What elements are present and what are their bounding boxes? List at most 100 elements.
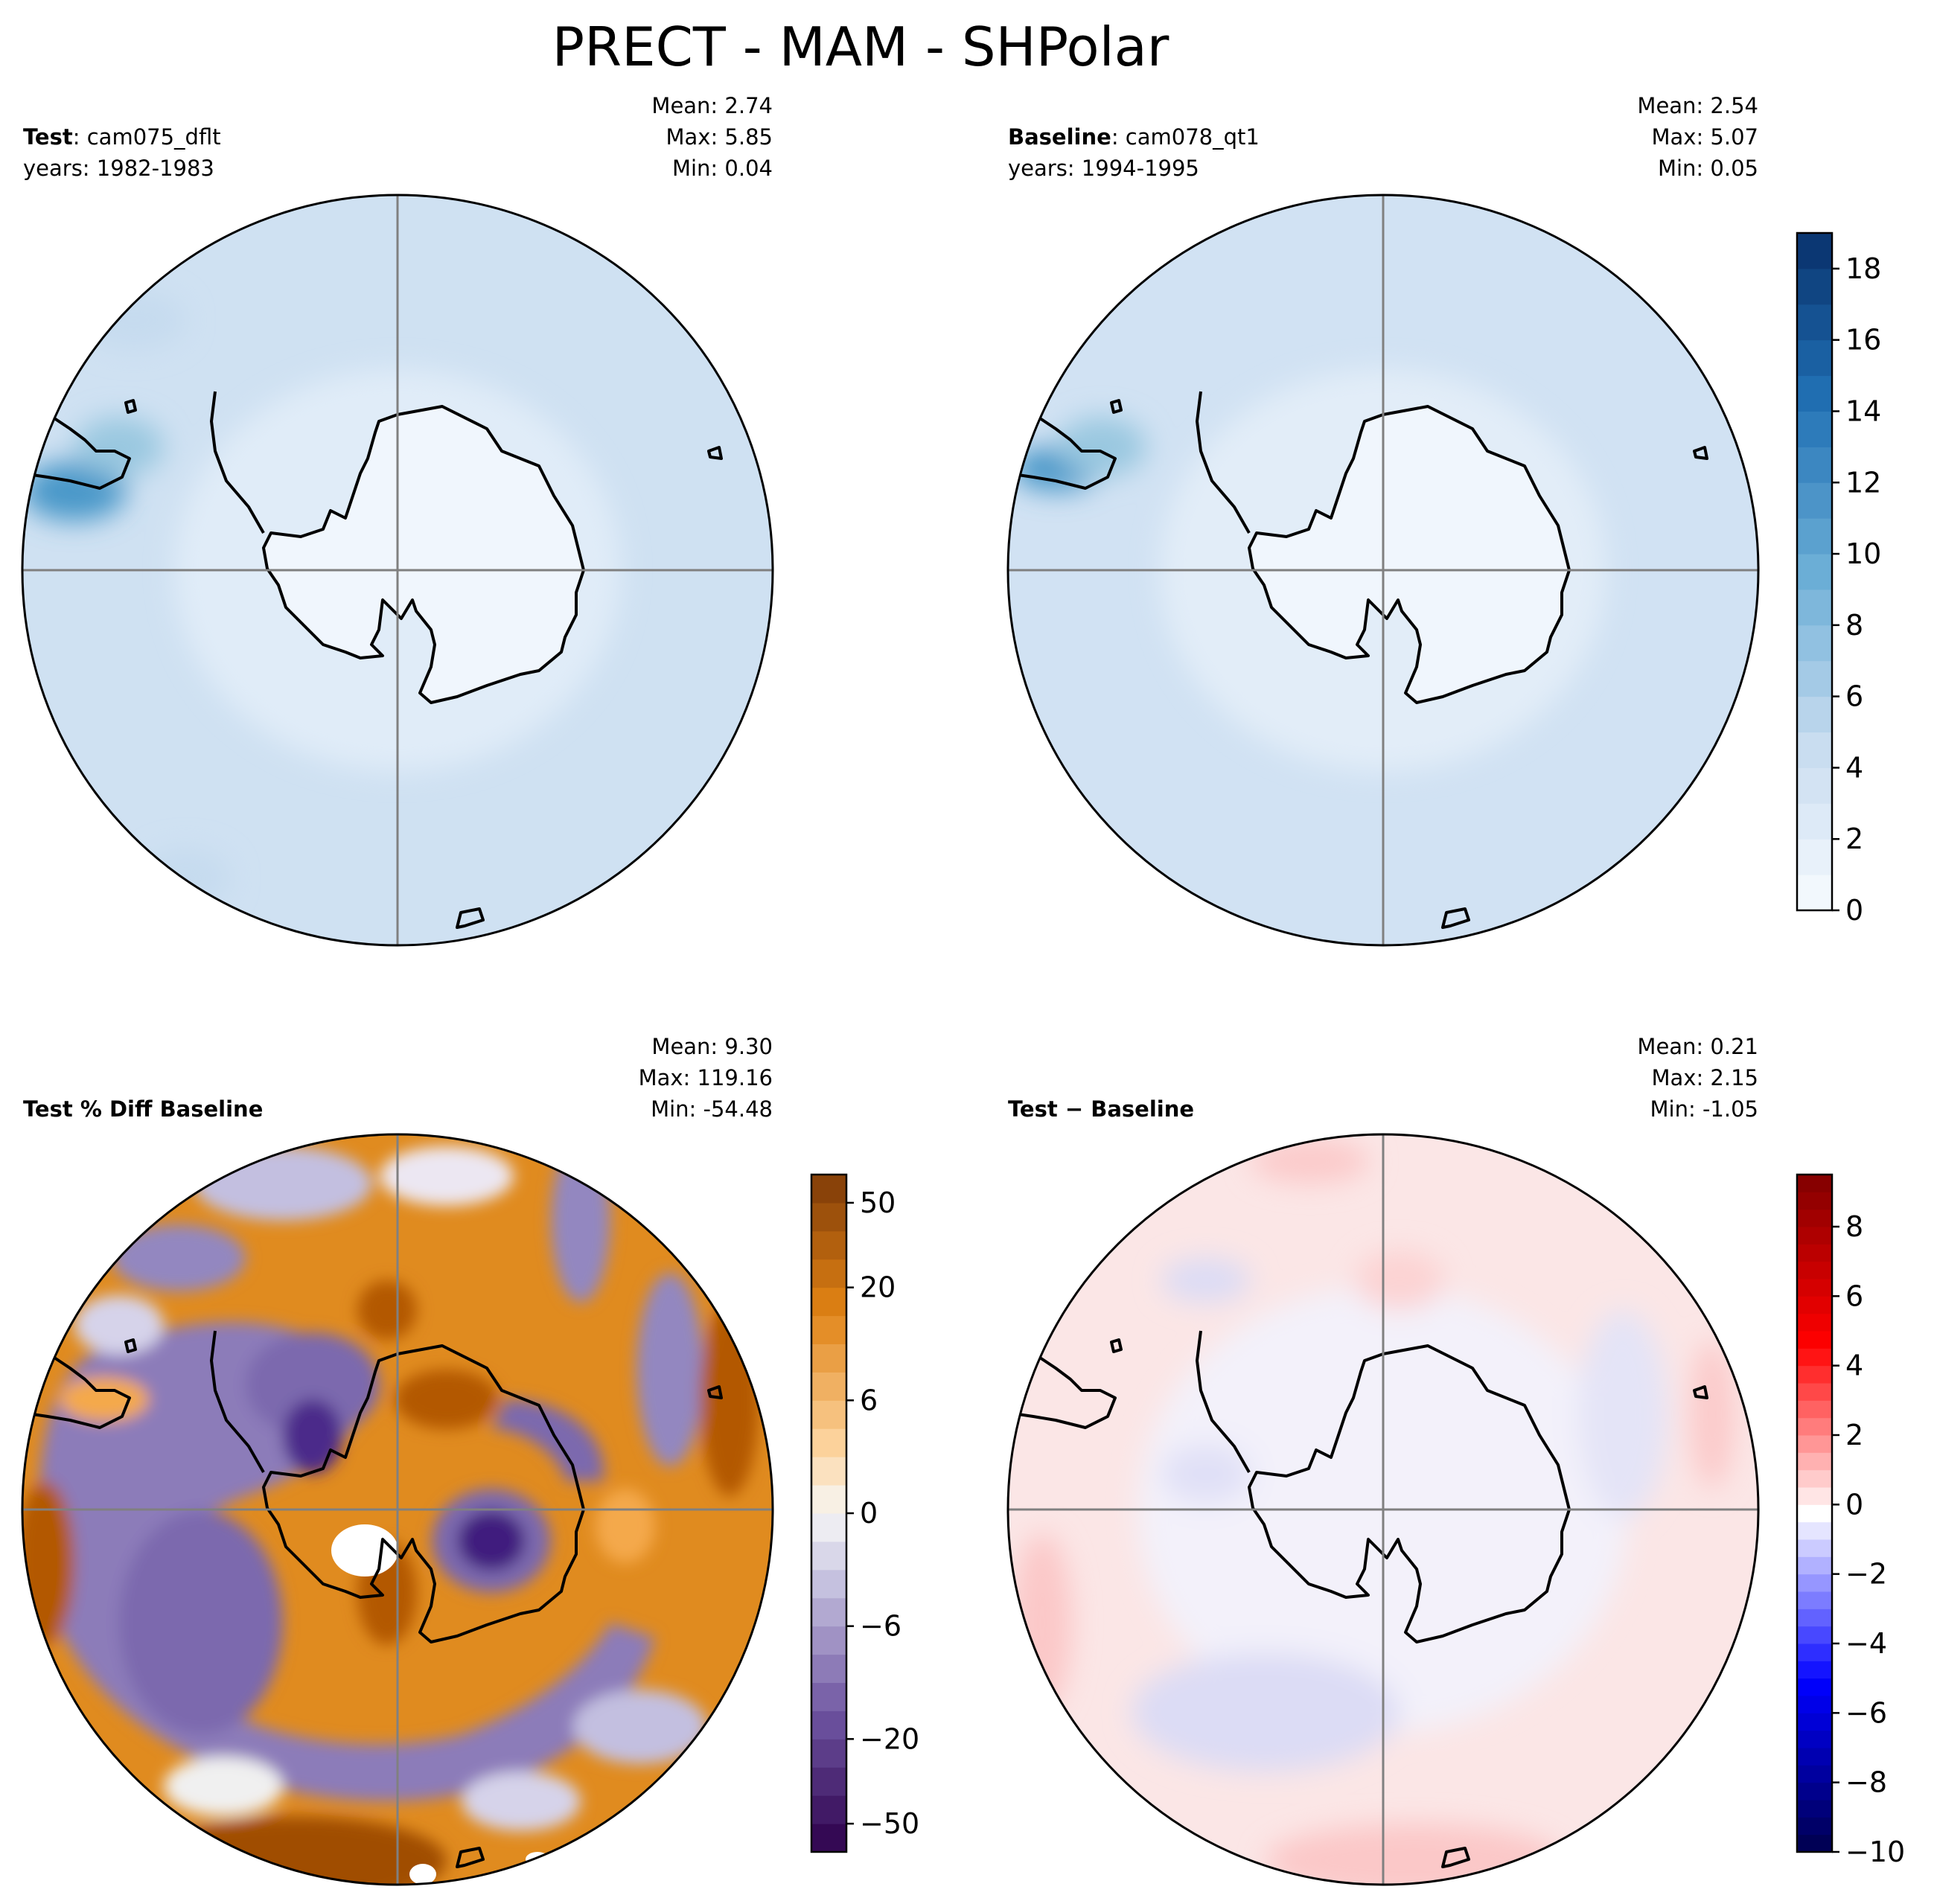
colorbar-diff-band — [1797, 1713, 1832, 1731]
colorbar-pct-diff-band — [811, 1541, 846, 1571]
panel-test: Test: cam075_dflt years: 1982-1983 Mean:… — [21, 93, 774, 947]
colorbar-blues-band — [1797, 660, 1832, 697]
colorbar-blues-tick-label: 4 — [1845, 751, 1863, 784]
panel-pct-diff-min: Min: -54.48 — [651, 1096, 773, 1122]
panel-pct-diff: Test % Diff Baseline Mean: 9.30 Max: 119… — [21, 1034, 774, 1886]
colorbar-diff-band — [1797, 1487, 1832, 1505]
colorbar-diff-band — [1797, 1383, 1832, 1401]
colorbar-diff-band — [1797, 1834, 1832, 1853]
panel-baseline-mean: Mean: 2.54 — [1637, 93, 1758, 118]
colorbar-blues-band — [1797, 447, 1832, 483]
colorbar-diff-bands — [1797, 1175, 1832, 1853]
colorbar-diff-band — [1797, 1331, 1832, 1349]
colorbar-pct-diff-ticks: 50 20 6 0 −6 −20 −50 — [846, 1186, 919, 1840]
colorbar-diff-band — [1797, 1435, 1832, 1453]
colorbar-pct-diff-band — [811, 1259, 846, 1288]
colorbar-diff-band — [1797, 1626, 1832, 1644]
panel-diff-label-bold: Test — [1008, 1096, 1058, 1122]
colorbar-blues-tick-label: 14 — [1845, 394, 1881, 427]
colorbar-pct-diff-band — [811, 1344, 846, 1373]
colorbar-diff-band — [1797, 1574, 1832, 1592]
colorbar-diff-band — [1797, 1556, 1832, 1575]
colorbar-diff-tick-label: 2 — [1845, 1419, 1863, 1451]
colorbar-diff-band — [1797, 1469, 1832, 1488]
colorbar-pct-diff-band — [811, 1682, 846, 1711]
colorbar-pct-diff-tick-label: 0 — [860, 1497, 878, 1530]
colorbar-pct-diff-band — [811, 1795, 846, 1824]
colorbar-diff-band — [1797, 1678, 1832, 1696]
colorbar-blues-band — [1797, 839, 1832, 875]
colorbar-pct-diff-band — [811, 1457, 846, 1486]
colorbar-diff-band — [1797, 1765, 1832, 1783]
panel-diff-boundary — [1006, 1133, 1760, 1886]
colorbar-blues-band — [1797, 696, 1832, 733]
colorbar-diff-band — [1797, 1348, 1832, 1367]
panel-pct-diff-field — [22, 1134, 773, 1885]
colorbar-blues-tick-label: 18 — [1845, 252, 1881, 285]
panel-test-label-bold: Test — [23, 124, 73, 150]
colorbar-diff-band — [1797, 1817, 1832, 1836]
colorbar-blues-tick-label: 6 — [1845, 680, 1863, 713]
colorbar-pct-diff-band — [811, 1428, 846, 1457]
panel-diff-label-rest: − Baseline — [1058, 1096, 1194, 1122]
panel-test-label: Test: cam075_dflt — [23, 124, 221, 150]
colorbar-diff-band — [1797, 1192, 1832, 1210]
colorbar-pct-diff-band — [811, 1597, 846, 1627]
colorbar-blues-band — [1797, 589, 1832, 626]
colorbar-diff-tick-label: 6 — [1845, 1280, 1863, 1312]
colorbar-blues-band — [1797, 803, 1832, 840]
colorbar-diff-band — [1797, 1313, 1832, 1332]
panel-test-years: years: 1982-1983 — [23, 156, 214, 181]
colorbar-diff-band — [1797, 1504, 1832, 1523]
colorbar-blues-band — [1797, 411, 1832, 447]
colorbar-diff-tick-label: −6 — [1845, 1696, 1887, 1729]
colorbar-diff-band — [1797, 1417, 1832, 1436]
colorbar-blues-tick-label: 0 — [1845, 894, 1863, 927]
panel-test-label-rest: : cam075_dflt — [73, 124, 221, 150]
colorbar-diff-tick-label: −8 — [1845, 1766, 1887, 1799]
colorbar-blues-band — [1797, 268, 1832, 305]
panel-diff-field — [1008, 1134, 1758, 1885]
panel-test-mean: Mean: 2.74 — [651, 93, 773, 118]
colorbar-diff-band — [1797, 1748, 1832, 1766]
colorbar-pct-diff-tick-label: 20 — [860, 1271, 896, 1304]
colorbar-blues-band — [1797, 233, 1832, 269]
colorbar-pct-diff-band — [811, 1739, 846, 1768]
colorbar-blues: 18 16 14 12 10 8 6 4 2 0 — [1796, 231, 1881, 927]
colorbar-blues-band — [1797, 875, 1832, 911]
colorbar-diff-tick-label: 4 — [1845, 1349, 1863, 1382]
panel-pct-diff-max: Max: 119.16 — [639, 1065, 773, 1090]
colorbar-pct-diff-band — [811, 1230, 846, 1260]
colorbar-pct-diff-band — [811, 1175, 846, 1204]
colorbar-diff-band — [1797, 1244, 1832, 1262]
colorbar-blues-band — [1797, 375, 1832, 412]
colorbar-diff-band — [1797, 1591, 1832, 1609]
colorbar-diff-band — [1797, 1609, 1832, 1627]
colorbar-pct-diff-band — [811, 1569, 846, 1599]
colorbar-diff-band — [1797, 1643, 1832, 1661]
panel-baseline-boundary — [1006, 194, 1760, 947]
panel-baseline-min: Min: 0.05 — [1658, 156, 1758, 181]
colorbar-blues-band — [1797, 767, 1832, 804]
panel-baseline-years: years: 1994-1995 — [1008, 156, 1199, 181]
colorbar-diff-tick-label: −10 — [1845, 1836, 1905, 1868]
panel-test-field — [22, 195, 773, 945]
colorbar-pct-diff: 50 20 6 0 −6 −20 −50 — [810, 1173, 919, 1853]
colorbar-blues-tick-label: 2 — [1845, 822, 1863, 855]
panel-diff-min: Min: -1.05 — [1650, 1096, 1758, 1122]
colorbar-blues-tick-label: 10 — [1845, 537, 1881, 570]
colorbar-diff-tick-label: −4 — [1845, 1627, 1887, 1660]
colorbar-pct-diff-tick-label: −20 — [860, 1722, 919, 1755]
colorbar-pct-diff-band — [811, 1710, 846, 1740]
panel-baseline-field — [1008, 195, 1758, 945]
colorbar-blues-tick-label: 12 — [1845, 466, 1881, 499]
colorbar-pct-diff-band — [811, 1626, 846, 1655]
panel-baseline-label-rest: : cam078_qt1 — [1111, 124, 1260, 150]
panel-diff: Test − Baseline Mean: 0.21 Max: 2.15 Min… — [1006, 1034, 1760, 1886]
colorbar-blues-band — [1797, 482, 1832, 519]
colorbar-blues-band — [1797, 732, 1832, 768]
colorbar-pct-diff-bands — [811, 1175, 846, 1853]
colorbar-blues-band — [1797, 624, 1832, 662]
colorbar-blues-ticks: 18 16 14 12 10 8 6 4 2 0 — [1832, 252, 1881, 927]
panel-pct-diff-label: Test % Diff Baseline — [23, 1096, 263, 1122]
